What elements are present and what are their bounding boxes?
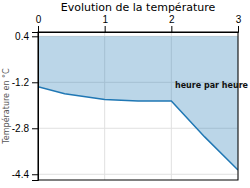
tick-label: -2.8 <box>12 123 30 134</box>
marks <box>38 36 238 170</box>
tick: -4.4 <box>12 169 38 180</box>
x-axis: 0 1 2 3 <box>36 14 242 33</box>
tick-mark <box>105 26 106 32</box>
tick-mark <box>171 26 172 32</box>
grid <box>38 32 238 180</box>
tick: 1 <box>102 14 108 32</box>
tick-label: -1.2 <box>12 77 30 88</box>
tick: -2.8 <box>12 123 38 134</box>
line <box>38 87 238 170</box>
annotation: heure par heure <box>175 81 249 90</box>
tick: 0 <box>36 14 42 32</box>
tick-label: -4.4 <box>12 169 30 180</box>
tick: 3 <box>236 14 242 32</box>
tick-label: 0.4 <box>15 31 29 42</box>
plot-frame <box>38 32 238 180</box>
tick-mark <box>32 174 38 175</box>
y-axis-title: Température en °C <box>1 68 11 145</box>
y-axis: 0.4 -1.2 -2.8 -4.4 <box>12 31 39 180</box>
title: Evolution de la température <box>61 1 216 14</box>
grid-line <box>38 174 238 175</box>
area <box>38 36 238 170</box>
tick-mark <box>38 26 39 32</box>
tick-mark <box>32 82 38 83</box>
tick-mark <box>32 36 38 37</box>
tick-label: 3 <box>236 14 242 25</box>
tick: 0.4 <box>15 31 38 42</box>
tick-mark <box>32 128 38 129</box>
tick-label: 2 <box>169 14 175 25</box>
plot: 0 1 2 3 0.4 -1.2 -2.8 -4.4 heure par heure <box>12 14 249 181</box>
chart: 0 1 2 3 0.4 -1.2 -2.8 -4.4 heure par heure Evolut… <box>0 0 250 188</box>
tick: 2 <box>169 14 175 32</box>
axis-line <box>32 33 39 181</box>
tick-mark <box>238 26 239 32</box>
tick: -1.2 <box>12 77 38 88</box>
tick-label: 1 <box>102 14 108 25</box>
axis-line <box>39 26 239 33</box>
tick-label: 0 <box>36 14 42 25</box>
